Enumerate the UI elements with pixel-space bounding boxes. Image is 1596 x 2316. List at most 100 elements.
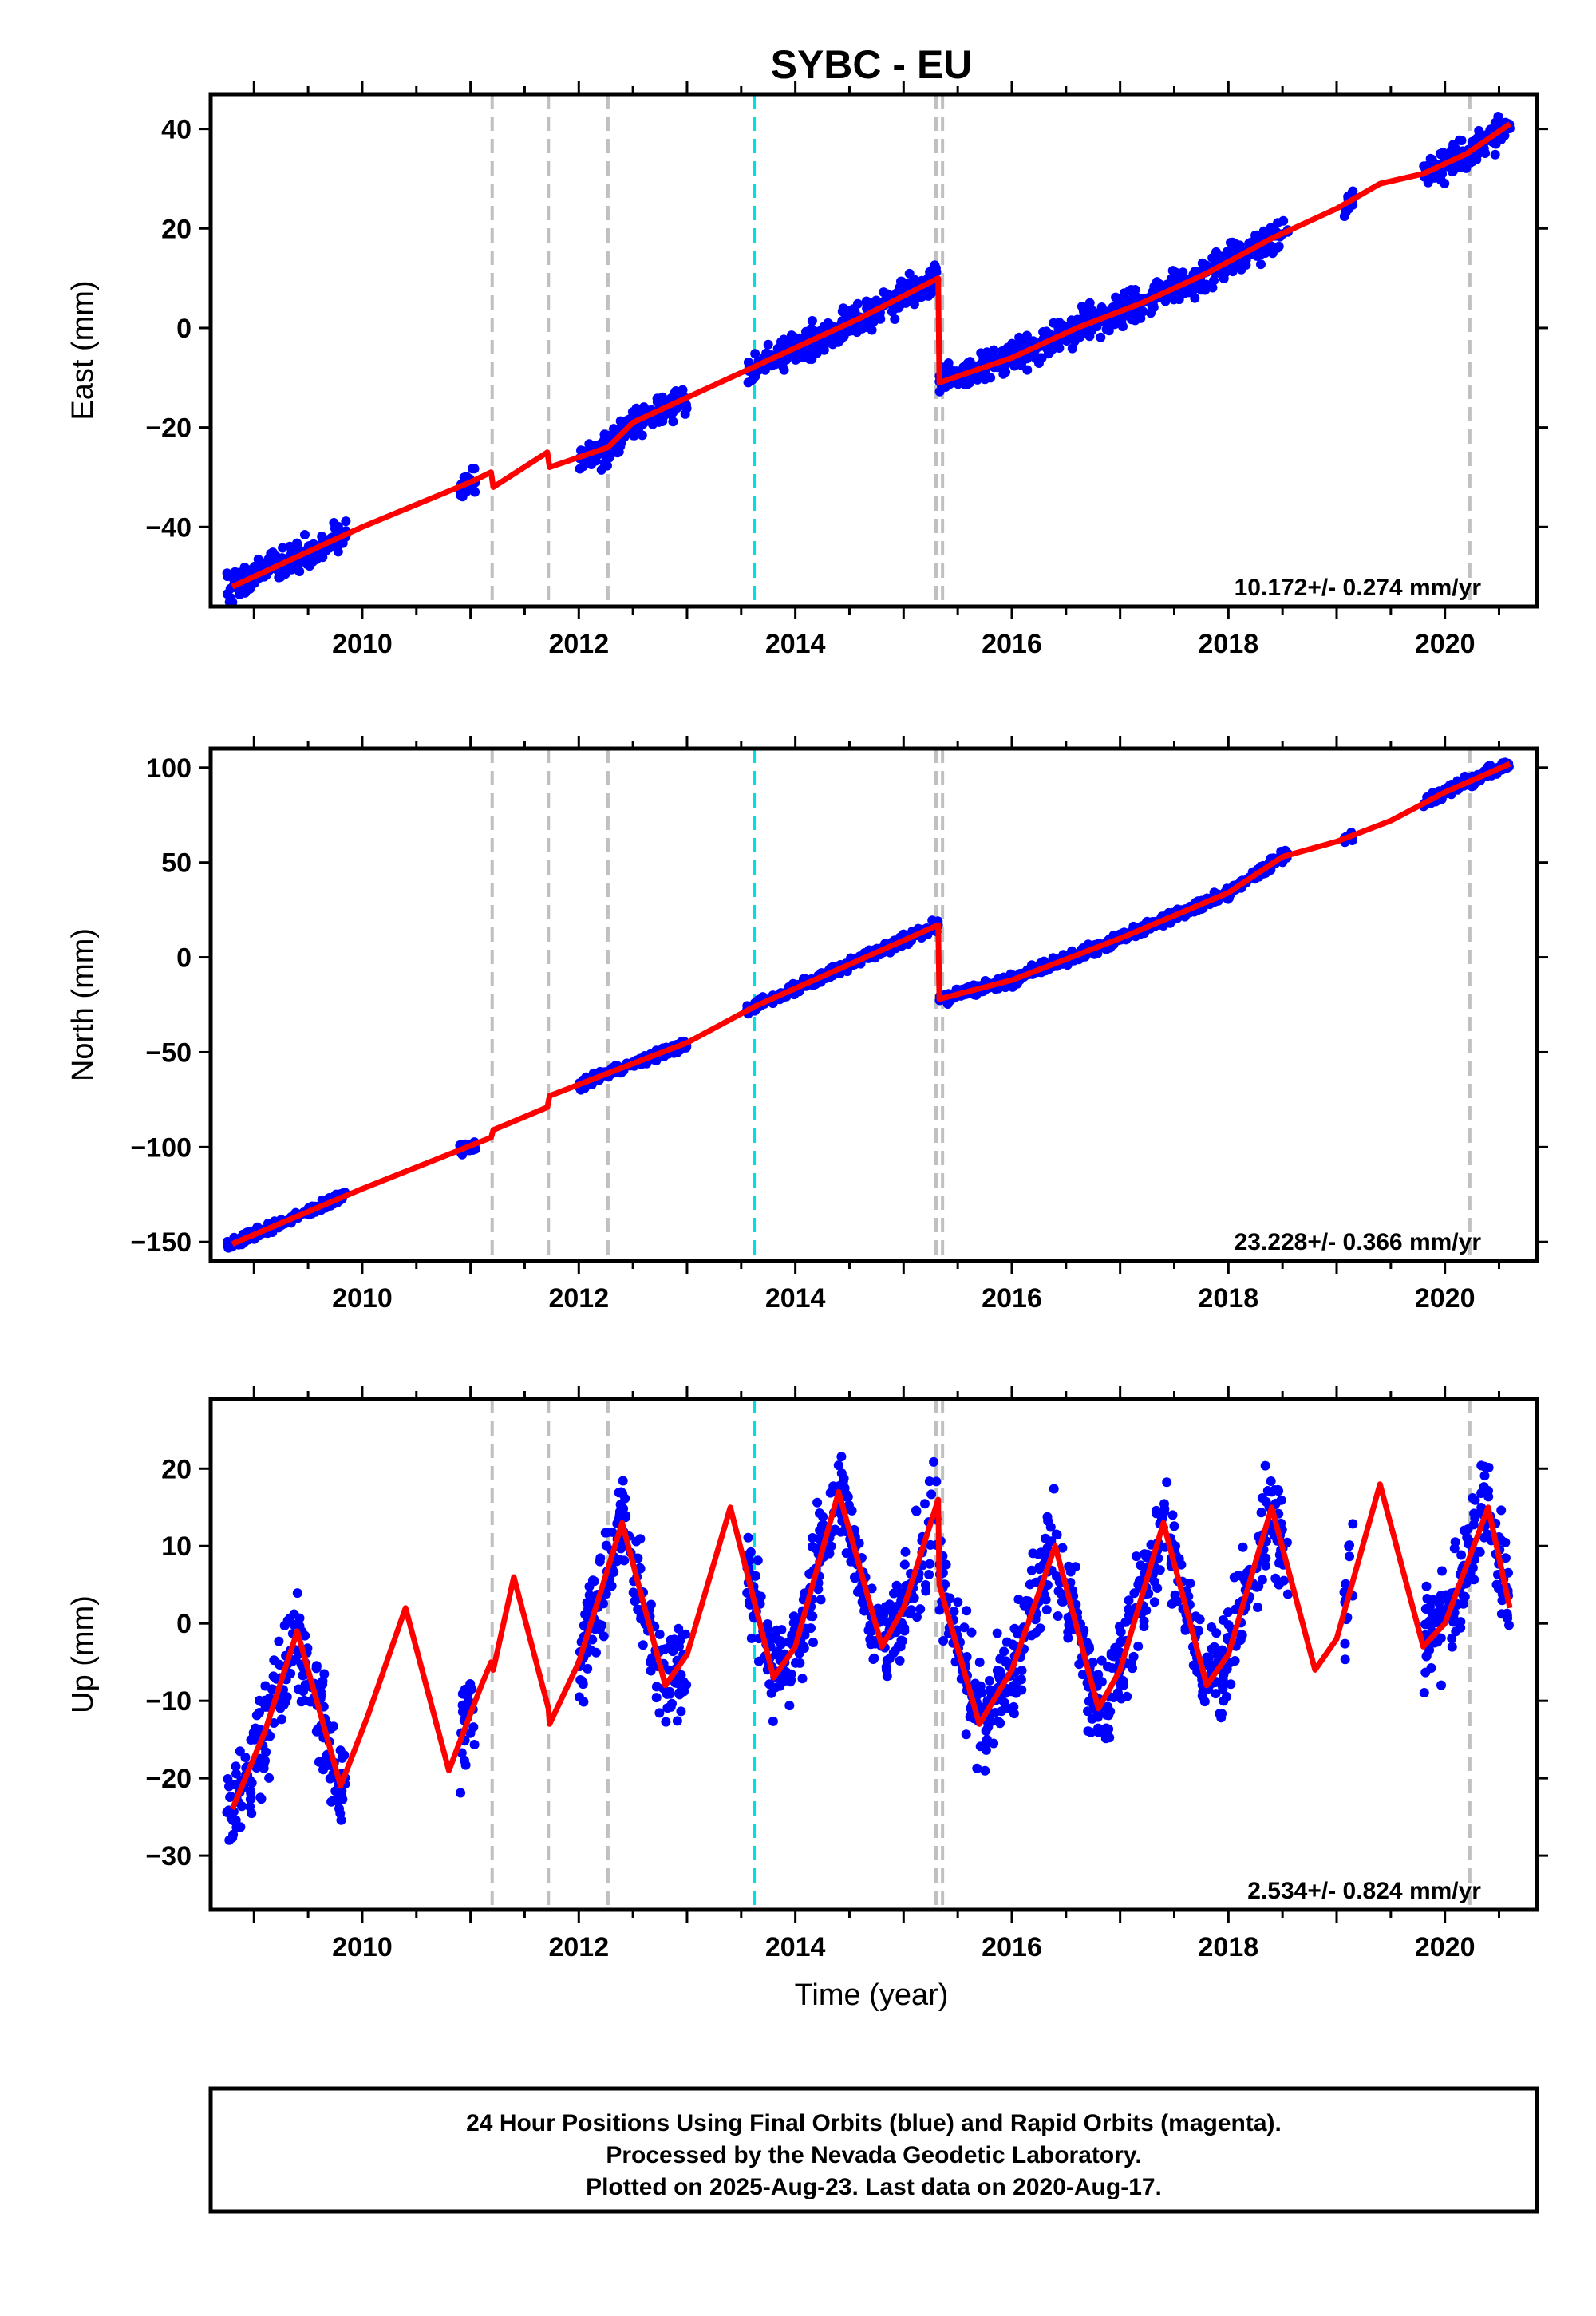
data-point xyxy=(274,1659,284,1670)
data-point xyxy=(223,571,232,582)
data-point xyxy=(934,386,945,397)
data-point xyxy=(319,1669,330,1679)
data-point xyxy=(999,1646,1009,1657)
data-point xyxy=(1063,1627,1073,1638)
data-point xyxy=(784,1701,795,1711)
data-point xyxy=(277,1714,286,1725)
data-point xyxy=(982,1734,992,1745)
data-point xyxy=(1106,1650,1116,1661)
data-point xyxy=(992,1628,1002,1638)
data-point xyxy=(1167,1510,1178,1520)
data-point xyxy=(1133,1641,1144,1651)
data-point xyxy=(302,559,312,570)
data-point xyxy=(681,1680,692,1690)
data-point xyxy=(633,1553,643,1563)
east-y-tick-label: 40 xyxy=(161,115,192,145)
x-axis-label: Time (year) xyxy=(795,1978,949,2012)
data-point xyxy=(1238,1542,1248,1552)
data-point xyxy=(882,1671,892,1682)
data-point xyxy=(1421,1581,1432,1591)
data-point xyxy=(1420,1667,1431,1678)
data-point xyxy=(1036,1547,1046,1558)
up-frame xyxy=(208,1397,1539,1912)
data-point xyxy=(1014,332,1025,342)
data-point xyxy=(783,1637,793,1647)
data-point xyxy=(1209,275,1219,286)
data-point xyxy=(1100,1729,1110,1739)
data-point xyxy=(1190,293,1200,303)
data-point xyxy=(253,554,263,564)
data-point xyxy=(672,1716,682,1726)
data-point xyxy=(1499,130,1510,140)
up-y-tick-label: −20 xyxy=(145,1764,192,1794)
data-point xyxy=(1421,1651,1432,1662)
data-point xyxy=(646,1666,656,1676)
data-point xyxy=(1141,1605,1152,1615)
data-point xyxy=(1113,294,1124,304)
data-point xyxy=(1500,1553,1511,1563)
data-point xyxy=(245,1794,255,1804)
data-point xyxy=(1278,215,1289,226)
north-data-points xyxy=(223,757,1514,1253)
data-point xyxy=(906,1605,916,1615)
data-point xyxy=(1483,1492,1494,1502)
data-point xyxy=(1211,1689,1221,1699)
data-point xyxy=(1422,1594,1432,1603)
data-point xyxy=(1267,248,1278,259)
data-point xyxy=(631,1595,642,1605)
data-point xyxy=(1432,1615,1443,1625)
footer-line-3: Plotted on 2025-Aug-23. Last data on 202… xyxy=(586,2174,1162,2200)
data-point xyxy=(292,1588,302,1599)
data-point xyxy=(963,358,973,368)
data-point xyxy=(279,1700,289,1710)
data-point xyxy=(776,1639,786,1650)
data-point xyxy=(1260,1460,1270,1471)
data-point xyxy=(465,1728,476,1738)
data-point xyxy=(657,1645,667,1654)
footer-box: 24 Hour Positions Using Final Orbits (bl… xyxy=(208,2086,1539,2214)
data-point xyxy=(1266,1476,1276,1486)
data-point xyxy=(1051,1529,1061,1539)
data-point xyxy=(1016,1674,1026,1685)
data-point xyxy=(962,1652,972,1662)
data-point xyxy=(1124,286,1135,296)
data-point xyxy=(747,375,757,385)
data-point xyxy=(904,268,915,279)
up-x-tick-label: 2016 xyxy=(982,1932,1042,1962)
data-point xyxy=(606,1581,617,1591)
data-point xyxy=(468,464,478,474)
data-point xyxy=(795,333,804,343)
footer-frame xyxy=(208,2086,1539,2214)
north-y-tick-label: −100 xyxy=(130,1132,192,1163)
north-panel: 2010 2012 2014 2016 2018 2020 −150 −100 −50 0 50 10… xyxy=(66,736,1548,1314)
data-point xyxy=(456,1748,467,1758)
data-point xyxy=(239,563,250,572)
data-point xyxy=(1345,1540,1354,1551)
data-point xyxy=(337,1753,347,1763)
data-point xyxy=(582,1598,592,1608)
data-point xyxy=(894,302,904,313)
data-point xyxy=(1096,1677,1107,1687)
data-point xyxy=(235,590,245,599)
data-point xyxy=(768,1716,778,1726)
data-point xyxy=(1237,1631,1247,1642)
data-point xyxy=(225,1792,235,1802)
east-x-tick-label: 2016 xyxy=(982,629,1042,659)
data-point xyxy=(808,1533,818,1543)
data-point xyxy=(1256,1508,1266,1518)
data-point xyxy=(890,314,900,324)
data-point xyxy=(469,1740,480,1749)
data-point xyxy=(899,1559,910,1570)
data-point xyxy=(247,1808,257,1819)
footer-line-2: Processed by the Nevada Geodetic Laborat… xyxy=(606,2142,1141,2168)
data-point xyxy=(953,1597,963,1607)
data-point xyxy=(949,1607,959,1617)
up-x-tick-label: 2020 xyxy=(1415,1932,1476,1962)
data-point xyxy=(223,1774,233,1784)
east-y-axis-label: East (mm) xyxy=(66,280,100,420)
data-point xyxy=(962,379,973,389)
data-point xyxy=(463,1689,473,1699)
data-point xyxy=(959,1622,970,1633)
data-point xyxy=(602,1528,612,1538)
data-point xyxy=(931,1476,942,1487)
